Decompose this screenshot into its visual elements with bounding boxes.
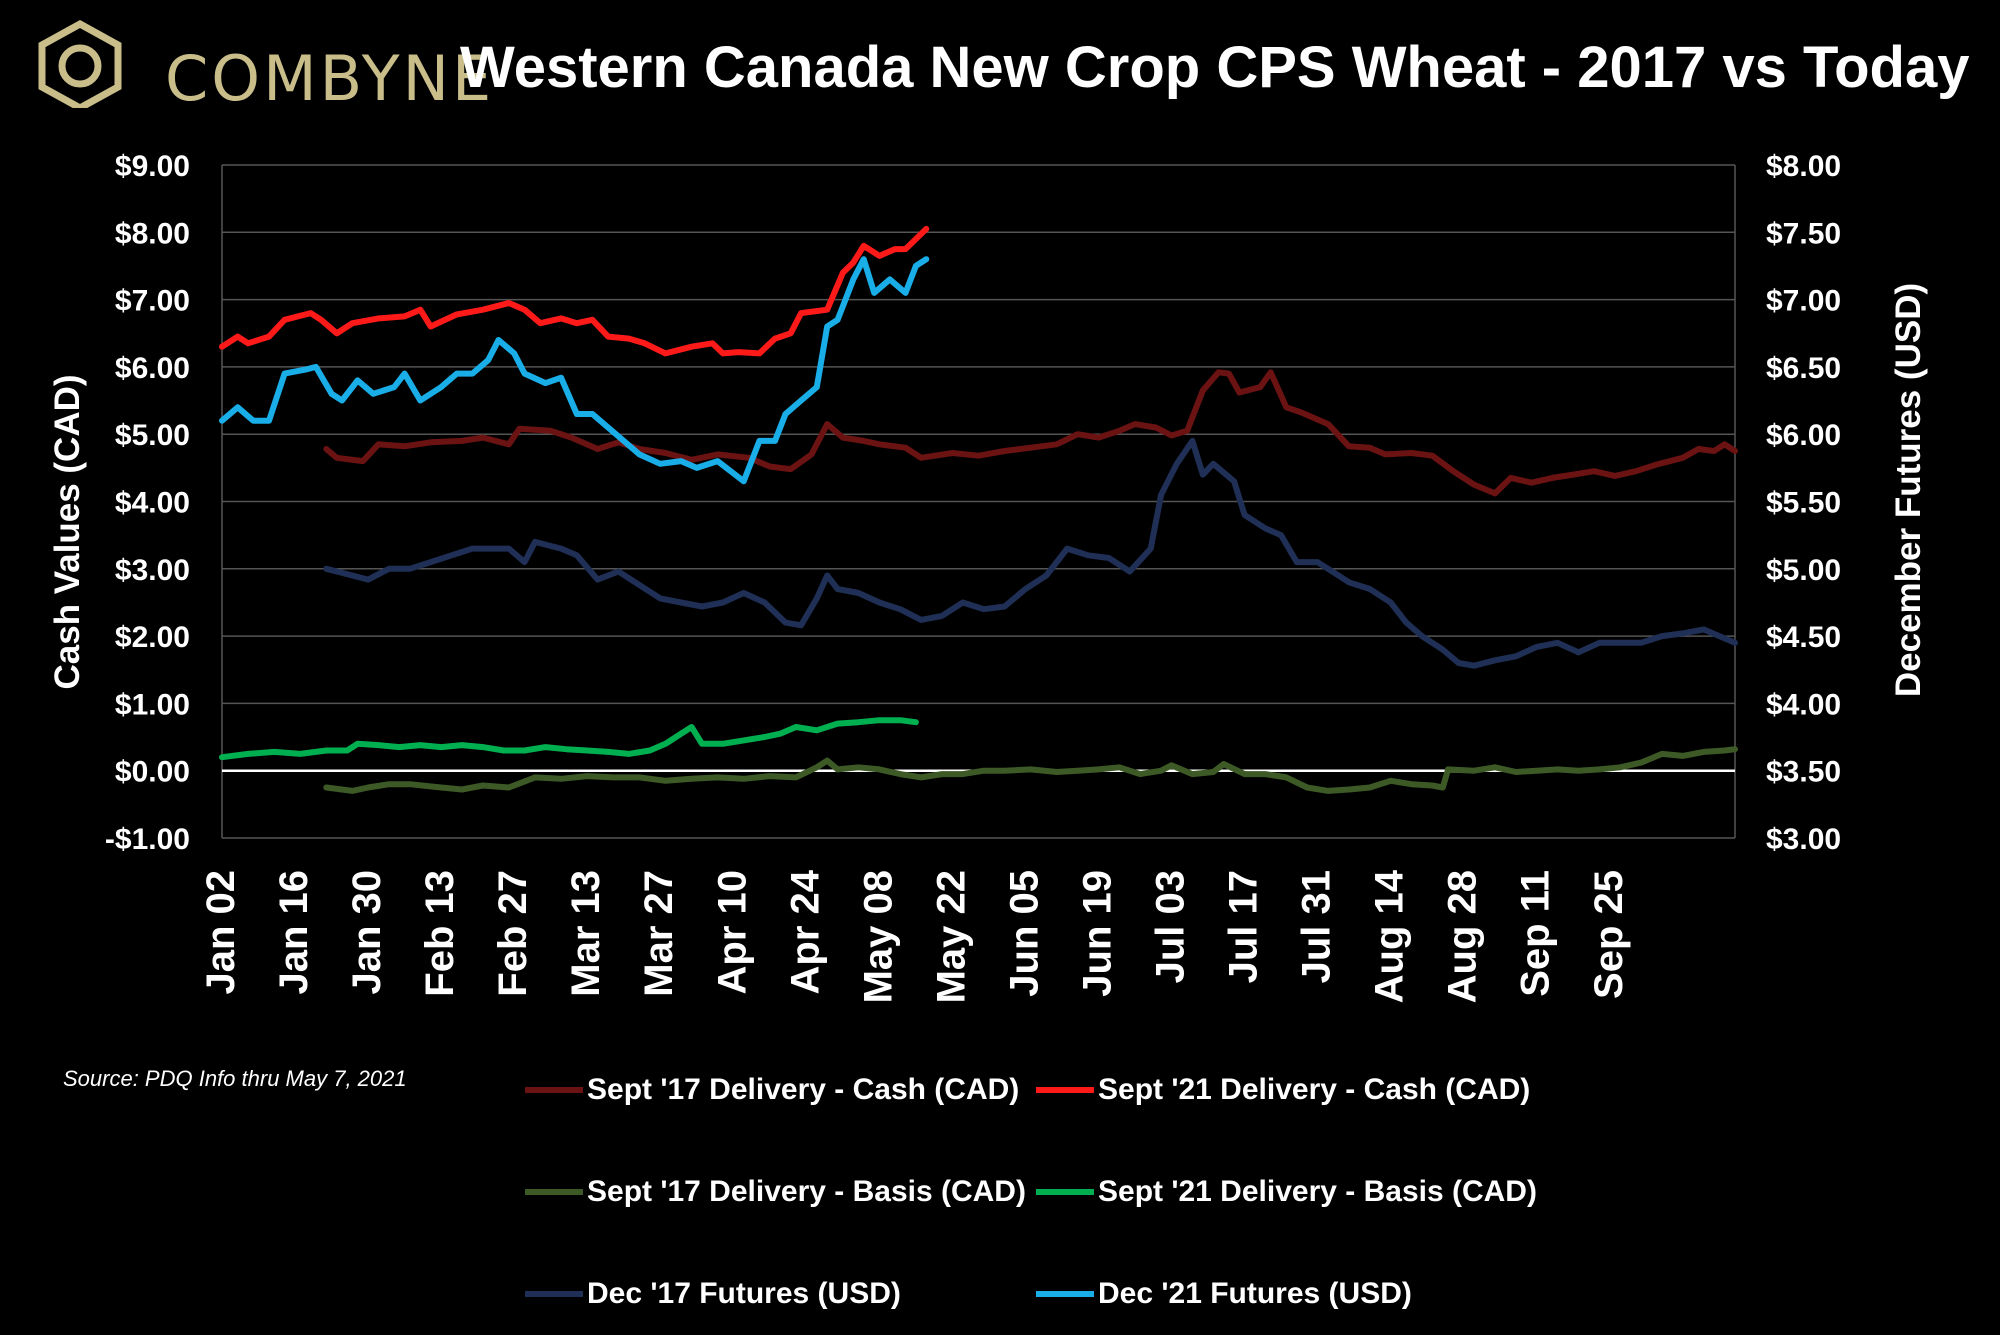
right-axis-label: December Futures (USD) <box>1889 283 1928 697</box>
legend-item: Sept '21 Delivery - Basis (CAD) <box>1036 1172 1537 1212</box>
y2-tick-label: $5.50 <box>1766 487 1841 520</box>
left-axis-ticks: $9.00 $8.00 $7.00 $6.00 $5.00 $4.00 $3.00 $2.00… <box>105 150 190 856</box>
legend-swatch <box>1036 1189 1094 1195</box>
y-tick-label: $7.00 <box>115 285 190 318</box>
x-tick-label: Feb 13 <box>418 870 462 997</box>
y2-tick-label: $6.00 <box>1766 419 1841 452</box>
legend-swatch <box>525 1189 583 1195</box>
legend-item: Dec '17 Futures (USD) <box>525 1274 901 1314</box>
series-line <box>219 256 930 485</box>
source-note: Source: PDQ Info thru May 7, 2021 <box>63 1066 407 1091</box>
y-tick-label: $9.00 <box>115 150 190 183</box>
y-tick-label: $8.00 <box>115 217 190 250</box>
x-tick-label: Jul 31 <box>1295 870 1339 983</box>
x-tick-label: Sep 25 <box>1587 870 1631 999</box>
y-tick-label: $5.00 <box>115 419 190 452</box>
legend-item: Sept '17 Delivery - Cash (CAD) <box>525 1070 1019 1110</box>
x-tick-label: Mar 13 <box>564 870 608 997</box>
legend-swatch <box>525 1087 583 1093</box>
y-tick-label: $4.00 <box>115 487 190 520</box>
y2-tick-label: $5.00 <box>1766 554 1841 587</box>
legend-item: Dec '21 Futures (USD) <box>1036 1274 1412 1314</box>
x-tick-label: Aug 14 <box>1368 869 1412 1003</box>
legend-label: Sept '21 Delivery - Cash (CAD) <box>1098 1073 1531 1106</box>
y2-tick-label: $7.00 <box>1766 285 1841 318</box>
y-tick-label: -$1.00 <box>105 823 190 856</box>
combyne-logo: COMBYNE <box>30 18 491 115</box>
x-axis-ticks: Jan 02 Jan 16 Jan 30 Feb 13 Feb 27 Mar 13 Mar … <box>199 869 1631 1003</box>
y-tick-label: $6.00 <box>115 352 190 385</box>
legend-label: Sept '17 Delivery - Basis (CAD) <box>587 1175 1026 1208</box>
x-tick-label: Jan 16 <box>272 870 316 995</box>
y2-tick-label: $8.00 <box>1766 150 1841 183</box>
logo-text: COMBYNE <box>165 42 495 115</box>
x-tick-label: May 08 <box>856 870 900 1003</box>
y2-tick-label: $3.00 <box>1766 823 1841 856</box>
x-tick-label: Jul 03 <box>1149 870 1193 983</box>
y2-tick-label: $4.00 <box>1766 688 1841 721</box>
left-axis-label: Cash Values (CAD) <box>48 374 87 689</box>
chart-title: Western Canada New Crop CPS Wheat - 2017… <box>460 35 1970 100</box>
x-tick-label: Mar 27 <box>637 870 681 997</box>
x-tick-label: May 22 <box>929 870 973 1003</box>
series-line <box>219 717 919 761</box>
series-line <box>323 437 1738 669</box>
y-tick-label: $3.00 <box>115 554 190 587</box>
y2-tick-label: $6.50 <box>1766 352 1841 385</box>
x-tick-label: Apr 10 <box>710 870 754 995</box>
grid-lines <box>221 164 1736 839</box>
legend-label: Dec '17 Futures (USD) <box>587 1277 901 1310</box>
series-line <box>323 369 1738 497</box>
legend-swatch <box>525 1291 583 1297</box>
legend-swatch <box>1036 1087 1094 1093</box>
y2-tick-label: $7.50 <box>1766 217 1841 250</box>
series-line <box>323 746 1738 794</box>
legend-label: Sept '17 Delivery - Cash (CAD) <box>587 1073 1020 1106</box>
legend-item: Sept '17 Delivery - Basis (CAD) <box>525 1172 1026 1212</box>
y-tick-label: $2.00 <box>115 621 190 654</box>
legend-label: Sept '21 Delivery - Basis (CAD) <box>1098 1175 1537 1208</box>
legend-swatch <box>1036 1291 1094 1297</box>
x-tick-label: Apr 24 <box>783 869 827 994</box>
y-tick-label: $0.00 <box>115 756 190 789</box>
legend-item: Sept '21 Delivery - Cash (CAD) <box>1036 1070 1530 1110</box>
series-group <box>219 225 1738 794</box>
right-axis-ticks: $8.00 $7.50 $7.00 $6.50 $6.00 $5.50 $5.00 $4.50… <box>1766 150 1841 856</box>
line-chart: $9.00 $8.00 $7.00 $6.00 $5.00 $4.00 $3.00 $2.00… <box>48 150 1928 1003</box>
y2-tick-label: $4.50 <box>1766 621 1841 654</box>
x-tick-label: Jun 19 <box>1075 870 1119 997</box>
x-tick-label: Feb 27 <box>491 870 535 997</box>
x-tick-label: Jun 05 <box>1002 870 1046 997</box>
y2-tick-label: $3.50 <box>1766 756 1841 789</box>
y-tick-label: $1.00 <box>115 688 190 721</box>
legend-label: Dec '21 Futures (USD) <box>1098 1277 1412 1310</box>
series-line <box>219 225 930 357</box>
x-tick-label: Jan 30 <box>345 870 389 995</box>
x-tick-label: Jan 02 <box>199 870 243 995</box>
x-tick-label: Sep 11 <box>1514 870 1558 997</box>
x-tick-label: Jul 17 <box>1222 870 1266 983</box>
x-tick-label: Aug 28 <box>1441 870 1485 1003</box>
